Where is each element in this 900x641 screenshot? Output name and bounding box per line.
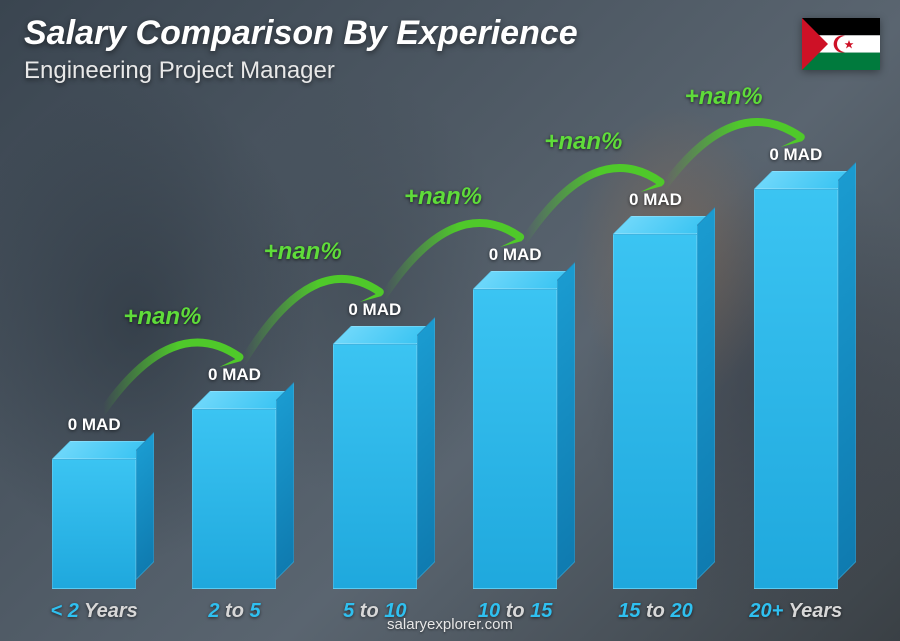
bar: 0 MAD <box>754 189 838 589</box>
chart-subtitle: Engineering Project Manager <box>24 57 876 85</box>
chart-header: Salary Comparison By Experience Engineer… <box>24 14 876 85</box>
bar-slot: 0 MAD2 to 5 <box>170 109 298 589</box>
bar-value-label: 0 MAD <box>68 415 121 435</box>
bar: 0 MAD <box>333 344 417 589</box>
bar-slot: 0 MAD15 to 20 <box>591 109 719 589</box>
bar: 0 MAD <box>52 459 136 589</box>
bar-chart: 0 MAD< 2 Years0 MAD2 to 50 MAD5 to 100 M… <box>30 109 860 589</box>
country-flag-icon <box>802 18 880 70</box>
bar: 0 MAD <box>473 289 557 589</box>
bar-side <box>697 207 715 580</box>
growth-pct-label: +nan% <box>264 238 342 266</box>
bar-slot: 0 MAD20+ Years <box>732 109 860 589</box>
bar-front <box>52 459 136 589</box>
bar-front <box>333 344 417 589</box>
bar-side <box>136 432 154 580</box>
bar-value-label: 0 MAD <box>769 145 822 165</box>
bar-value-label: 0 MAD <box>629 190 682 210</box>
bar-slot: 0 MAD10 to 15 <box>451 109 579 589</box>
bar-side <box>838 162 856 580</box>
growth-pct-label: +nan% <box>544 128 622 156</box>
bar-front <box>754 189 838 589</box>
bar-value-label: 0 MAD <box>208 365 261 385</box>
bar-front <box>473 289 557 589</box>
bar-slot: 0 MAD< 2 Years <box>30 109 158 589</box>
footer-attribution: salaryexplorer.com <box>0 616 900 633</box>
bar-side <box>557 262 575 580</box>
bar: 0 MAD <box>192 409 276 589</box>
bar-slot: 0 MAD5 to 10 <box>311 109 439 589</box>
bar: 0 MAD <box>613 234 697 589</box>
bar-front <box>192 409 276 589</box>
bar-side <box>276 382 294 580</box>
chart-title: Salary Comparison By Experience <box>24 14 876 53</box>
bar-value-label: 0 MAD <box>348 300 401 320</box>
growth-pct-label: +nan% <box>685 83 763 111</box>
bar-side <box>417 317 435 580</box>
growth-pct-label: +nan% <box>404 183 482 211</box>
bar-value-label: 0 MAD <box>489 245 542 265</box>
growth-pct-label: +nan% <box>123 303 201 331</box>
bar-front <box>613 234 697 589</box>
